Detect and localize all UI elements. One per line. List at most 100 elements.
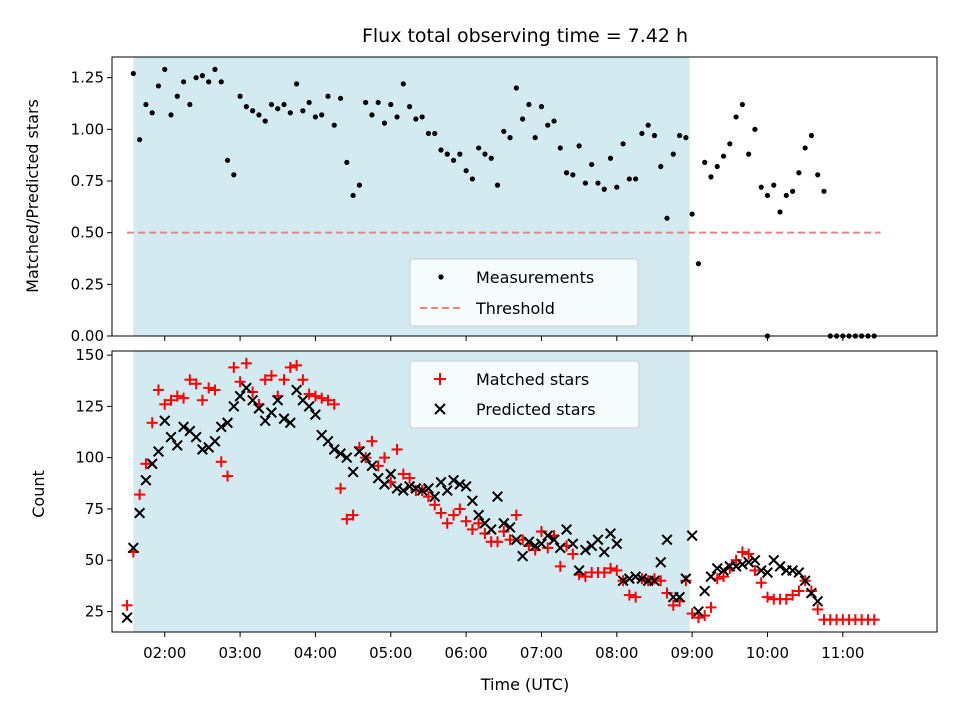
predicted-star-point bbox=[718, 564, 730, 576]
matched-star-point bbox=[473, 517, 485, 529]
measurement-point bbox=[463, 168, 469, 174]
x-tick-label: 06:00 bbox=[444, 644, 487, 662]
predicted-star-point bbox=[234, 390, 246, 402]
measurement-point bbox=[501, 128, 507, 134]
predicted-star-point bbox=[774, 560, 786, 572]
predicted-star-point bbox=[422, 482, 434, 494]
predicted-star-point bbox=[341, 452, 353, 464]
bottom-y-tick-label: 125 bbox=[75, 397, 104, 415]
predicted-star-point bbox=[648, 575, 660, 587]
measurement-point bbox=[589, 161, 595, 168]
predicted-star-point bbox=[335, 448, 347, 460]
predicted-star-point bbox=[473, 509, 485, 521]
measurement-point bbox=[582, 180, 589, 186]
matched-star-point bbox=[623, 589, 635, 601]
predicted-star-point bbox=[441, 484, 453, 496]
predicted-star-point bbox=[159, 415, 171, 427]
measurement-point bbox=[394, 114, 400, 120]
matched-star-point bbox=[366, 435, 378, 447]
matched-star-point bbox=[567, 548, 579, 560]
measurement-point bbox=[438, 147, 444, 153]
matched-star-point bbox=[780, 593, 792, 605]
predicted-star-point bbox=[523, 536, 535, 548]
measurement-point bbox=[739, 101, 745, 108]
matched-star-point bbox=[787, 589, 799, 601]
predicted-star-point bbox=[636, 573, 648, 585]
measurement-point bbox=[683, 135, 689, 141]
top-y-tick-label: 0.25 bbox=[71, 275, 104, 293]
measurement-point bbox=[626, 176, 632, 182]
matched-star-point bbox=[630, 591, 642, 603]
x-tick-label: 10:00 bbox=[746, 644, 789, 662]
measurement-point bbox=[419, 114, 425, 120]
measurement-point bbox=[375, 99, 381, 106]
matched-star-point bbox=[692, 612, 704, 624]
predicted-star-point bbox=[196, 443, 208, 455]
matched-star-point bbox=[234, 376, 246, 388]
x-axis-label: Time (UTC) bbox=[480, 675, 569, 694]
measurement-point bbox=[224, 157, 231, 163]
predicted-star-point bbox=[466, 495, 478, 507]
matched-star-point bbox=[121, 599, 133, 611]
predicted-star-point bbox=[787, 564, 799, 576]
predicted-star-point bbox=[410, 482, 422, 494]
matched-star-point bbox=[466, 523, 478, 535]
measurement-point bbox=[576, 143, 582, 149]
bottom-plot: 25 50 75 100 125 150 02:00 03:00 04:00 05:00 06:00… bbox=[29, 346, 938, 694]
measurement-point bbox=[720, 153, 727, 159]
predicted-star-point bbox=[680, 573, 692, 585]
matched-star-point bbox=[184, 374, 196, 386]
predicted-star-point bbox=[460, 480, 472, 492]
bottom-y-tick-label: 100 bbox=[75, 449, 104, 467]
measurement-point bbox=[325, 93, 331, 99]
measurement-point bbox=[658, 163, 664, 170]
matched-star-point bbox=[510, 509, 522, 521]
predicted-star-point bbox=[730, 560, 742, 572]
predicted-star-point bbox=[247, 394, 259, 406]
legend-threshold-label: Threshold bbox=[475, 299, 555, 318]
bottom-y-tick-label: 50 bbox=[85, 551, 104, 569]
matched-star-point bbox=[134, 489, 146, 501]
predicted-star-point bbox=[598, 546, 610, 558]
predicted-star-point bbox=[228, 400, 240, 412]
matched-star-point bbox=[378, 452, 390, 464]
measurement-point bbox=[162, 66, 168, 72]
measurement-point bbox=[155, 83, 162, 89]
matched-star-point bbox=[793, 585, 805, 597]
predicted-star-point bbox=[535, 538, 547, 550]
measurement-point bbox=[344, 159, 350, 165]
measurement-point bbox=[513, 85, 519, 91]
measurement-point bbox=[476, 145, 482, 151]
matched-star-point bbox=[284, 361, 296, 373]
measurement-point bbox=[758, 184, 764, 190]
measurement-point bbox=[702, 159, 708, 165]
predicted-star-point bbox=[209, 435, 221, 447]
measurement-point bbox=[771, 182, 777, 188]
measurement-point bbox=[551, 118, 557, 124]
top-y-tick-label: 0.00 bbox=[71, 327, 104, 345]
predicted-star-point bbox=[328, 443, 340, 455]
predicted-star-point bbox=[278, 413, 290, 425]
legend-matched-label: Matched stars bbox=[476, 370, 589, 389]
measurement-point bbox=[557, 145, 563, 151]
measurement-point bbox=[174, 93, 180, 99]
top-y-tick-label: 1.00 bbox=[71, 120, 104, 138]
measurement-point bbox=[695, 261, 702, 267]
matched-star-point bbox=[165, 394, 177, 406]
measurement-point bbox=[337, 95, 344, 101]
matched-star-point bbox=[159, 398, 171, 410]
predicted-star-point bbox=[573, 564, 585, 576]
predicted-star-point bbox=[391, 482, 403, 494]
predicted-star-point bbox=[699, 585, 711, 597]
top-legend: Measurements Threshold bbox=[409, 258, 639, 327]
matched-star-point bbox=[209, 384, 221, 396]
matched-star-point bbox=[542, 542, 554, 554]
measurement-point bbox=[256, 112, 262, 118]
matched-star-point bbox=[215, 456, 227, 468]
predicted-star-point bbox=[397, 484, 409, 496]
legend-measurements-marker bbox=[438, 274, 444, 280]
matched-star-point bbox=[718, 571, 730, 583]
measurement-point bbox=[331, 122, 337, 128]
matched-star-point bbox=[404, 472, 416, 484]
matched-star-point bbox=[297, 374, 309, 386]
